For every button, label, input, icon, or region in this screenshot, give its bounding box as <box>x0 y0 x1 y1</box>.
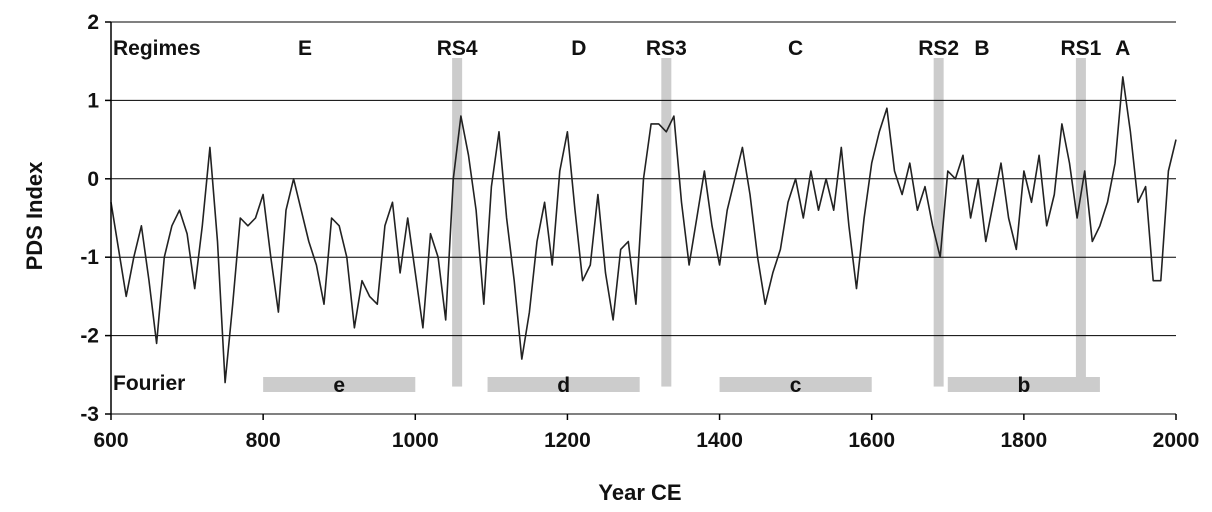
regime-shift-band <box>661 58 672 387</box>
y-axis-title: PDS Index <box>22 161 47 271</box>
x-tick-label: 1000 <box>392 429 439 452</box>
y-tick-label: -3 <box>80 403 99 426</box>
fourier-band-label: e <box>333 374 345 397</box>
regime-label: B <box>974 37 989 60</box>
x-tick-label: 600 <box>93 429 128 452</box>
x-tick-label: 800 <box>246 429 281 452</box>
regime-shift-label: RS4 <box>437 37 478 60</box>
fourier-band <box>263 377 416 392</box>
regime-label: E <box>298 37 312 60</box>
x-tick-label: 1600 <box>848 429 895 452</box>
y-tick-label: -2 <box>80 325 99 348</box>
fourier-label: Fourier <box>113 372 185 395</box>
regime-shift-label: RS1 <box>1060 37 1101 60</box>
fourier-band <box>487 377 640 392</box>
regime-shift-bands <box>452 58 1086 387</box>
x-tick-label: 1800 <box>1000 429 1047 452</box>
y-tick-label: 1 <box>87 89 99 112</box>
fourier-band-label: c <box>790 374 802 397</box>
fourier-band <box>947 377 1100 392</box>
y-tick-label: 2 <box>87 11 99 34</box>
y-tick-label: -1 <box>80 246 99 269</box>
x-axis-title: Year CE <box>598 480 681 505</box>
regime-shift-band <box>933 58 944 387</box>
pds-series-line <box>110 76 1177 384</box>
chart-labels: Regimes Fourier E D C B A RS4 RS3 RS2 RS1 <box>113 37 1130 395</box>
fourier-band <box>719 377 872 392</box>
regime-shift-band <box>452 58 463 387</box>
gridlines <box>111 21 1176 415</box>
regime-shift-band <box>1075 58 1086 387</box>
x-tick-label: 2000 <box>1153 429 1200 452</box>
fourier-band-label: d <box>557 374 570 397</box>
regime-label: D <box>571 37 586 60</box>
axes: 2 1 0 -1 -2 -3 600 800 1000 1200 1400 1600 1800 2000 <box>80 11 1199 452</box>
regimes-label: Regimes <box>113 37 201 60</box>
x-tick-label: 1400 <box>696 429 743 452</box>
regime-label: C <box>788 37 803 60</box>
y-tick-label: 0 <box>87 168 99 191</box>
regime-shift-label: RS2 <box>918 37 959 60</box>
x-tick-label: 1200 <box>544 429 591 452</box>
regime-label: A <box>1115 37 1130 60</box>
regime-shift-label: RS3 <box>646 37 687 60</box>
fourier-band-label: b <box>1017 374 1030 397</box>
